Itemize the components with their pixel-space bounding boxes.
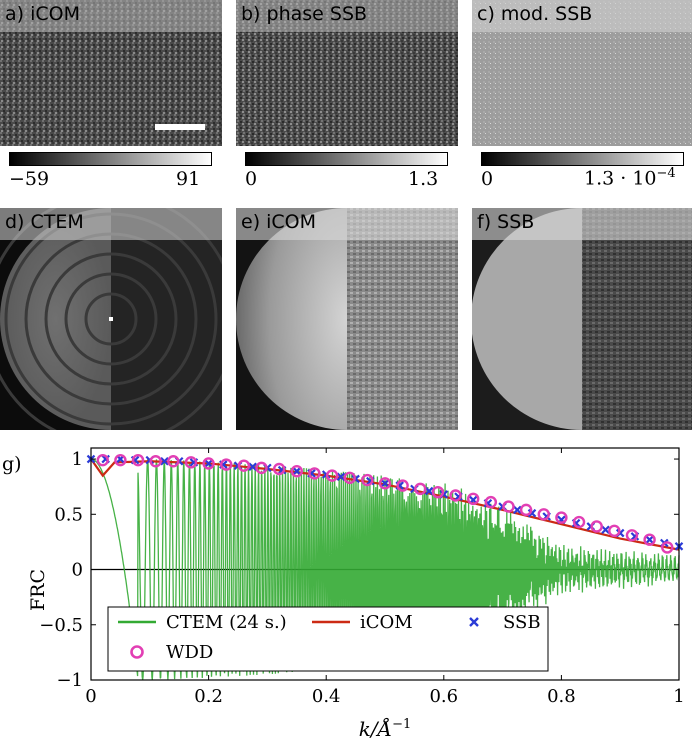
panel-a-image: a) iCOM <box>0 0 222 146</box>
series-wdd-point <box>96 453 109 467</box>
frc-x-axis-label-exp: −1 <box>392 717 411 732</box>
x-tick-label: 0.2 <box>194 686 223 707</box>
x-tick-label: 0.6 <box>429 686 458 707</box>
plot-frame <box>90 447 680 681</box>
frc-plot-area: 0 0.2 0.4 0.6 0.8 1 −1 −0.5 0 0.5 1 CTEM (24 s.) iCO… <box>39 447 685 707</box>
series-ssb-point <box>336 472 346 482</box>
frc-x-axis-label-base: k/Å <box>359 716 392 741</box>
x-tick-label: 0 <box>85 686 96 707</box>
panel-c-cbar-min: 0 <box>481 168 494 190</box>
x-tick-label: 1 <box>673 686 684 707</box>
y-tick-label: −1 <box>56 670 83 691</box>
series-wdd-point <box>661 541 674 554</box>
series-ssb-point <box>160 456 169 466</box>
panel-c-cbar-max-base: 1.3 · 10 <box>584 167 657 190</box>
series-wdd-point <box>519 503 533 517</box>
series-ssb-point <box>424 486 434 496</box>
panel-b-label: b) phase SSB <box>241 3 368 25</box>
panel-c-cbar-max: 1.3 · 10−4 <box>584 166 676 189</box>
series-wdd-point <box>590 520 603 533</box>
panel-e-image: e) iCOM <box>236 208 458 430</box>
legend-label: WDD <box>166 642 213 663</box>
panel-c-label: c) mod. SSB <box>477 3 593 25</box>
series-wdd-point <box>361 473 374 487</box>
series-wdd-point <box>572 515 586 529</box>
panel-a-label: a) iCOM <box>5 3 80 25</box>
series-wdd-point <box>449 489 462 502</box>
frc-panel-label: g) <box>2 453 22 475</box>
series-ssb-point <box>513 505 522 515</box>
series-ssb-point <box>527 508 537 518</box>
x-tick-label: 0.4 <box>312 686 341 707</box>
series-ssb-point <box>645 535 654 544</box>
series-wdd-point <box>325 469 339 482</box>
series-ssb-point <box>248 462 257 472</box>
legend-label: CTEM (24 s.) <box>166 612 287 633</box>
series-wdd-point <box>167 455 180 468</box>
frc-y-axis-label: FRC <box>27 569 49 611</box>
series-wdd-point <box>608 524 621 538</box>
y-tick-label: 0 <box>72 560 83 581</box>
series-wdd-point <box>431 485 445 499</box>
series-wdd-point <box>555 511 568 524</box>
series-wdd-point <box>272 462 286 476</box>
panel-b-colorbar <box>245 152 448 166</box>
panel-a-cbar-min: −59 <box>9 168 50 190</box>
panel-b-image: b) phase SSB <box>236 0 458 146</box>
series-wdd-point <box>643 533 656 546</box>
legend-swatch <box>469 617 479 627</box>
series-wdd-point <box>184 456 198 469</box>
panel-c-image: c) mod. SSB <box>472 0 692 146</box>
series-wdd-point <box>149 455 162 468</box>
series-wdd-point <box>255 461 268 475</box>
series-ssb-point <box>204 459 213 468</box>
panel-c-colorbar <box>481 152 684 166</box>
scale-bar <box>155 124 205 130</box>
x-tick-label: 0.8 <box>547 686 576 707</box>
panel-d-label: d) CTEM <box>5 211 84 233</box>
legend-box <box>107 606 549 672</box>
panel-d-image: d) CTEM <box>0 208 222 430</box>
series-wdd-point <box>220 458 233 471</box>
legend-label: SSB <box>503 612 541 633</box>
series-wdd-point <box>237 459 251 472</box>
y-tick-label: −0.5 <box>39 615 83 636</box>
legend-label: iCOM <box>360 612 413 633</box>
series-wdd-point <box>202 457 215 470</box>
series-wdd-point <box>414 482 427 496</box>
series-wdd-point <box>308 467 321 480</box>
series-wdd-point <box>625 529 639 542</box>
series-wdd-point <box>131 453 145 467</box>
series-wdd-point <box>467 492 480 506</box>
panel-f-label: f) SSB <box>477 211 535 233</box>
series-wdd-point <box>114 453 127 467</box>
series-wdd-point <box>484 495 498 509</box>
series-wdd-point <box>290 465 303 478</box>
panel-c-cbar-max-exp: −4 <box>656 166 676 181</box>
series-wdd-point <box>378 477 392 490</box>
panel-f-image: f) SSB <box>472 208 692 430</box>
series-ssb-point <box>292 466 302 476</box>
panel-b-cbar-min: 0 <box>245 168 258 190</box>
series-ssb-point <box>380 479 390 488</box>
panel-b-cbar-max: 1.3 <box>408 168 439 190</box>
series-ssb-point <box>601 525 610 535</box>
frc-x-axis-label: k/Å−1 <box>359 716 411 741</box>
frc-chart: g) FRC 0 0.2 0.4 0.6 0.8 1 −1 −0.5 0 0.5 1 CTEM (24… <box>2 447 685 741</box>
panel-a-colorbar <box>9 152 212 166</box>
y-tick-label: 0.5 <box>54 504 83 525</box>
series-wdd-point <box>396 479 409 492</box>
panel-e-label: e) iCOM <box>241 211 317 233</box>
y-tick-label: 1 <box>72 449 83 470</box>
panel-a-cbar-max: 91 <box>176 168 201 190</box>
series-wdd-point <box>537 508 550 521</box>
legend-swatch <box>130 645 144 659</box>
series-wdd-point <box>343 471 356 485</box>
series-wdd-point <box>502 500 515 513</box>
